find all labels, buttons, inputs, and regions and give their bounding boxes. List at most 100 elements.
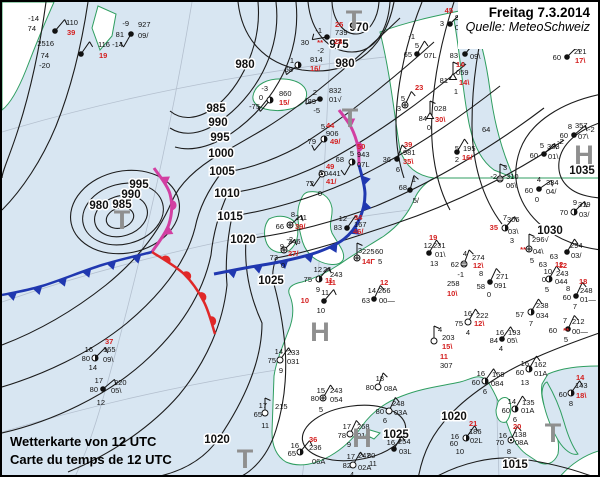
station-value: 927 — [138, 20, 151, 29]
station-value-red: 12\ — [473, 261, 484, 270]
station-value: 0 — [427, 123, 431, 132]
isobar — [2, 2, 89, 211]
station-value-red: 14 — [456, 60, 465, 69]
station-value: 06\ — [506, 181, 517, 190]
station-value: 60 — [549, 326, 557, 335]
station-value: 1 — [454, 87, 458, 96]
isobar — [2, 41, 435, 388]
station-value: 81 — [440, 76, 448, 85]
station-value: 5 — [540, 141, 544, 150]
station-value-red: 27/ — [288, 249, 299, 258]
station-value: 236 — [309, 443, 322, 452]
station-value: 14 — [368, 286, 376, 295]
station-value: 739 — [335, 28, 348, 37]
station-value: 08A — [384, 384, 397, 393]
station-value: 11 — [321, 288, 329, 297]
station-value: 60 — [559, 390, 567, 399]
sea-overlay — [541, 381, 579, 455]
station-value: -14 — [28, 14, 39, 23]
station-value: 84 — [419, 114, 427, 123]
station-value: 01A — [521, 406, 534, 415]
station-plot: 14 233 75 031 9 — [268, 347, 300, 375]
station-value: 60 — [530, 151, 538, 160]
station-value: 9 — [316, 285, 320, 294]
station-plot: 15 243 80 054 5 — [311, 384, 343, 414]
station-value: 60 — [553, 53, 561, 62]
station-value: 5/ — [413, 196, 420, 205]
station-value: 814 — [310, 55, 323, 64]
station-value: 0 — [281, 261, 285, 270]
station-plot: 64 — [482, 125, 490, 134]
station-value: 981 — [403, 148, 416, 157]
station-value: 4 — [438, 325, 442, 334]
station-value: 6 — [483, 387, 487, 396]
title-box: Freitag 7.3.2014 Quelle: MeteoSchweiz — [458, 2, 598, 49]
station-value: 274 — [472, 253, 485, 262]
station-value: 186 — [469, 427, 482, 436]
station-value: 80 — [376, 407, 384, 416]
station-value: 221 — [574, 47, 587, 56]
station-value: 3 — [358, 246, 362, 255]
station-value: 0441 — [324, 169, 341, 178]
station-value: 01\ — [548, 152, 559, 161]
station-value-red: 15\ — [442, 342, 453, 351]
station-value: 63 — [362, 296, 370, 305]
station-value: 00— — [572, 327, 588, 336]
station-value: 17 — [347, 452, 355, 461]
station-value: 09\ — [103, 355, 114, 364]
station-plot: 9 319 70 03/ — [560, 198, 591, 219]
station-value: 306 — [507, 215, 520, 224]
station-value: 220 — [114, 378, 127, 387]
station-value: 14 — [89, 363, 97, 372]
station-plot: 4 334 60 04/0 — [525, 175, 559, 204]
station-value: 72 — [306, 179, 314, 188]
station-value: 7 — [573, 302, 577, 311]
station-value: 5 — [321, 122, 325, 131]
station-value: 4 — [499, 344, 503, 353]
station-plot: 16 169 60 084 6 — [472, 368, 505, 396]
station-plot: 5 333 60 01\ -2 — [530, 137, 564, 161]
isobar-label: 1005 — [209, 166, 235, 178]
station-value-red: 19 — [99, 51, 107, 60]
station-value: 212 — [572, 317, 585, 326]
station-value: 03A — [394, 408, 407, 417]
station-plot: 17 220 80 05\ 12 — [90, 376, 127, 407]
station-value: 08A — [515, 438, 528, 447]
station-value: 0 — [487, 290, 491, 299]
isobar — [438, 457, 590, 475]
station-value: 9 — [280, 242, 284, 251]
landmass — [365, 429, 381, 440]
front-occluded — [150, 167, 177, 253]
station-value: 58 — [477, 282, 485, 291]
station-value: 60 — [563, 293, 571, 302]
station-value: 238 — [536, 301, 549, 310]
map-date: Freitag 7.3.2014 — [488, 5, 590, 20]
station-value: 89 — [308, 97, 316, 106]
station-value: 310 — [506, 172, 519, 181]
station-value: 6 — [396, 165, 400, 174]
station-value: 03/ — [579, 210, 590, 219]
station-value: 66 — [276, 222, 284, 231]
station-value: 4 — [463, 249, 467, 258]
station-value: -5 — [313, 106, 320, 115]
station-value: 195 — [463, 144, 476, 153]
station-plot: 53 — [397, 91, 416, 113]
station-value: 215 — [275, 402, 288, 411]
station-value: 16 — [291, 441, 299, 450]
station-value: 054 — [330, 395, 343, 404]
station-value: 266 — [378, 286, 391, 295]
landmass — [252, 78, 308, 112]
isobar-label: 995 — [129, 179, 149, 191]
isobar-loop — [94, 194, 148, 238]
landmass — [91, 5, 117, 51]
station-value-red: 16/ — [310, 64, 321, 73]
station-value: 80 — [311, 394, 319, 403]
